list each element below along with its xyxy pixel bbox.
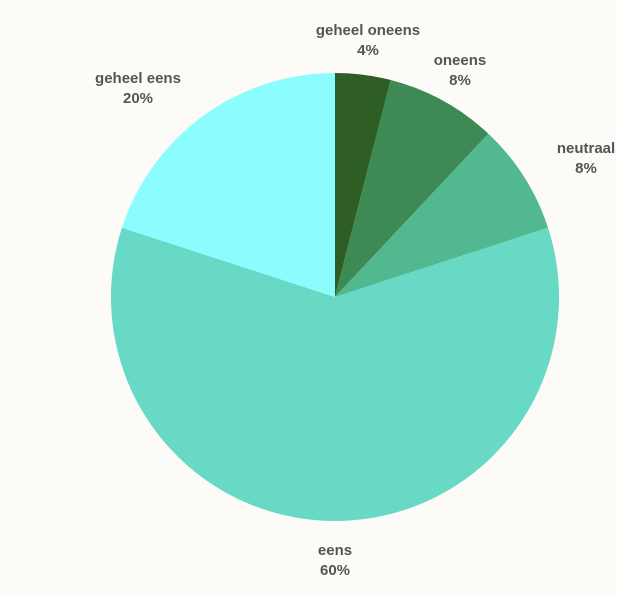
- slice-label-neutraal: neutraal: [557, 140, 615, 157]
- slice-label-geheel-oneens: geheel oneens: [316, 22, 420, 39]
- pie-labels: geheel oneens 4% oneens 8% neutraal 8% eens 60%…: [95, 22, 615, 579]
- pie-slice-oneens: [335, 80, 489, 297]
- pie-slices: [111, 73, 560, 521]
- slice-percent-geheel-eens: 20%: [123, 90, 153, 107]
- slice-percent-neutraal: 8%: [575, 160, 597, 177]
- pie-slice-geheel-oneens: [335, 73, 391, 297]
- pie-slice-geheel-eens: [121, 73, 336, 297]
- slice-percent-geheel-oneens: 4%: [357, 42, 379, 59]
- pie-slice-eens: [111, 227, 560, 521]
- slice-label-oneens: oneens: [434, 52, 487, 69]
- slice-percent-eens: 60%: [320, 562, 350, 579]
- slice-percent-oneens: 8%: [449, 72, 471, 89]
- pie-slice-neutraal: [335, 133, 549, 297]
- slice-label-geheel-eens: geheel eens: [95, 70, 181, 87]
- slice-label-eens: eens: [318, 542, 352, 559]
